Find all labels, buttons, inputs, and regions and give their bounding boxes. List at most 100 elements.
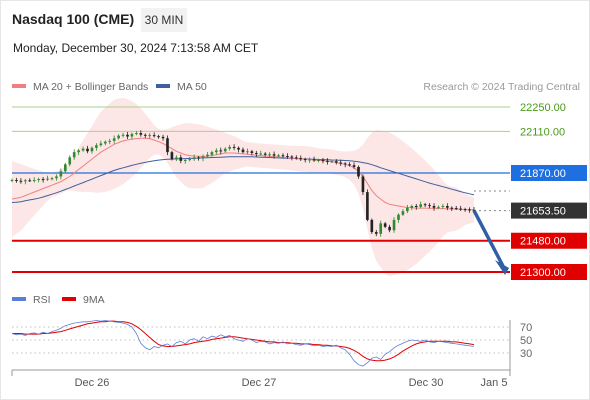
rsi-legend-label-1: 9MA	[83, 294, 105, 306]
candle-body	[68, 157, 72, 165]
level-tag-3	[511, 202, 587, 219]
level-label-3: 21653.50	[520, 206, 566, 218]
candle-body	[303, 159, 307, 161]
candle-body	[55, 176, 58, 179]
candle-body	[348, 164, 351, 166]
candle-body	[401, 211, 405, 215]
level-label-1: 22110.00	[520, 126, 565, 138]
candle-body	[437, 206, 440, 208]
rsi-legend-label-0: RSI	[33, 294, 51, 306]
candle-body	[397, 214, 400, 220]
candle-body	[28, 180, 32, 182]
candle-body	[446, 206, 449, 208]
candle-body	[46, 178, 49, 180]
legend-label-ma50: MA 50	[177, 81, 207, 93]
candle-body	[406, 207, 409, 212]
instrument-title: Nasdaq 100 (CME)	[12, 11, 135, 27]
candle-body	[357, 166, 360, 177]
candle-body	[179, 157, 183, 161]
candle-body	[19, 180, 23, 182]
candle-body	[414, 206, 418, 207]
candle-body	[383, 223, 387, 227]
candle-body	[15, 179, 18, 181]
candle-body	[10, 179, 14, 181]
candle-body	[197, 157, 200, 159]
candle-body	[392, 219, 396, 231]
candle-body	[321, 159, 325, 161]
candle-body	[117, 135, 120, 139]
candle-body	[183, 159, 187, 161]
candle-body	[299, 158, 303, 160]
level-label-4: 21480.00	[520, 236, 566, 248]
candle-body	[290, 156, 294, 158]
candle-body	[90, 147, 94, 152]
candle-body	[330, 161, 334, 163]
candle-body	[286, 155, 289, 157]
candle-body	[379, 223, 383, 234]
candle-body	[294, 157, 298, 159]
candle-body	[139, 133, 143, 135]
timeframe-button[interactable]: 30 MIN	[141, 8, 187, 32]
candle-body	[77, 150, 80, 153]
legend-label-ma20: MA 20 + Bollinger Bands	[33, 81, 148, 93]
candle-body	[232, 146, 236, 148]
candle-body	[423, 204, 427, 206]
level-label-2: 21870.00	[520, 168, 566, 180]
candle-body	[277, 155, 280, 157]
candle-body	[281, 155, 285, 157]
candle-body	[419, 204, 423, 207]
candle-body	[41, 179, 45, 181]
candle-body	[339, 162, 343, 164]
x-tick-3: Jan 5	[481, 377, 508, 389]
candle-body	[223, 148, 227, 152]
candle-body	[24, 180, 27, 182]
candle-body	[206, 154, 209, 157]
candle-body	[219, 150, 223, 152]
ma20-line	[11, 137, 475, 211]
candle-body	[472, 209, 476, 211]
credit-text: Research © 2024 Trading Central	[423, 81, 580, 93]
level-label-5: 21300.00	[520, 267, 566, 279]
candle-body	[112, 138, 116, 141]
candle-body	[81, 148, 85, 151]
candle-body	[441, 206, 445, 207]
legend-swatch-ma50	[156, 84, 170, 88]
rsi-tick-70: 70	[520, 322, 532, 334]
candle-body	[228, 146, 231, 149]
level-tag-4	[511, 232, 587, 249]
candle-body	[95, 145, 98, 148]
candle-body	[326, 160, 329, 162]
candle-body	[201, 156, 205, 159]
candle-body	[157, 136, 160, 138]
candle-body	[161, 136, 165, 139]
level-label-0: 22250.00	[520, 102, 566, 114]
candle-body	[250, 151, 254, 154]
candle-body	[366, 192, 369, 220]
candle-body	[126, 134, 129, 137]
legend-swatch-ma20	[12, 84, 26, 88]
candle-body	[50, 178, 54, 180]
candle-body	[263, 153, 267, 155]
candle-body	[215, 150, 218, 153]
x-tick-1: Dec 27	[242, 377, 277, 389]
candle-body	[468, 209, 471, 211]
rsi-tick-50: 50	[520, 335, 532, 347]
rsi-line	[11, 320, 475, 367]
candle-body	[32, 179, 36, 181]
candle-body	[428, 205, 431, 207]
candle-body	[352, 165, 356, 167]
level-tag-5	[511, 264, 587, 280]
candle-body	[370, 219, 374, 233]
candle-body	[37, 179, 40, 181]
candle-body	[312, 159, 316, 161]
timestamp: Monday, December 30, 2024 7:13:58 AM CET	[13, 41, 259, 55]
candle-body	[463, 209, 467, 211]
candle-body	[259, 153, 263, 155]
candle-body	[148, 135, 152, 137]
candle-body	[272, 154, 276, 156]
candle-body	[317, 159, 320, 161]
candle-body	[103, 141, 107, 144]
candle-body	[454, 208, 458, 210]
ma50-line	[11, 156, 475, 203]
